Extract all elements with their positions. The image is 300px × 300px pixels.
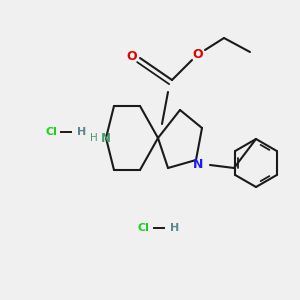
Text: N: N bbox=[193, 158, 203, 170]
Text: H: H bbox=[170, 223, 179, 233]
Text: Cl: Cl bbox=[138, 223, 150, 233]
Text: O: O bbox=[193, 47, 203, 61]
Text: H: H bbox=[90, 133, 98, 143]
Text: O: O bbox=[127, 50, 137, 62]
Text: Cl: Cl bbox=[45, 127, 57, 137]
Text: H: H bbox=[77, 127, 86, 137]
Text: N: N bbox=[101, 131, 111, 145]
